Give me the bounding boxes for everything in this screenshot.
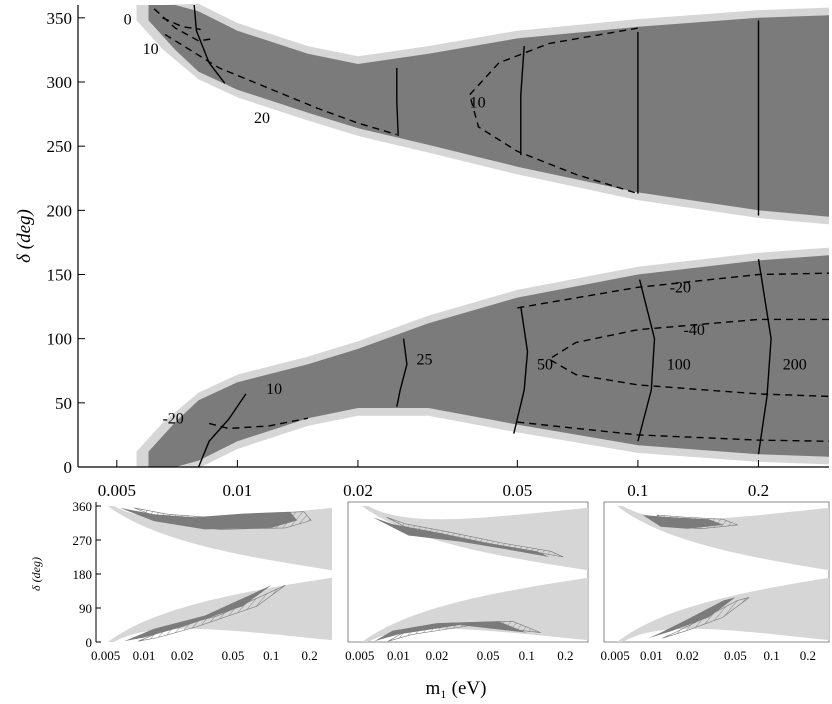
y-tick-label: 50 — [55, 394, 72, 413]
x-tick-label: 0.1 — [627, 481, 648, 500]
contour-label: 10 — [470, 95, 486, 112]
inset-panel-3: 0.005 0.01 0.02 0.05 0.1 0.2 — [600, 501, 830, 663]
contour-label: -20 — [670, 279, 691, 296]
contour-label: 50 — [537, 356, 553, 373]
contour-label: -40 — [684, 322, 705, 339]
inset-y-tick-label: 0 — [86, 635, 93, 650]
upper_band-dark-region — [148, 5, 829, 217]
inset-x-tick-label: 0.2 — [301, 648, 317, 663]
inset-dark-region — [372, 517, 550, 557]
inset-dark-region — [124, 585, 272, 642]
inset-x-tick-label: 0.2 — [800, 648, 816, 663]
inset-frame — [603, 501, 830, 643]
x-tick-label: 0.05 — [502, 481, 532, 500]
inset-x-tick-label: 0.01 — [640, 648, 663, 663]
inset-dark-region — [374, 621, 527, 642]
contour-50-15 — [513, 306, 529, 434]
inset-x-tick-label: 0.2 — [557, 648, 573, 663]
main-plot: 0 10 20 10 -20 -20 -40 10 25 50 100 200 0 50 100 150 200… — [14, 3, 830, 500]
contour--20-9 — [208, 417, 309, 430]
contour-10-13 — [197, 393, 247, 468]
contour-label: 25 — [416, 351, 432, 368]
y-tick-label: 100 — [47, 330, 73, 349]
x-tick-label: 0.005 — [98, 481, 136, 500]
contour-10-3 — [468, 27, 639, 195]
inset-panels: 0.005 0.01 0.02 0.05 0.1 0.2 0 90 180 270 360 δ (de… — [29, 499, 830, 663]
inset-x-tick-label: 0.1 — [763, 648, 779, 663]
inset-x-tick-label: 0.005 — [345, 648, 374, 663]
contour-label: 0 — [124, 11, 132, 28]
x-tick-label: 0.2 — [748, 481, 769, 500]
inset-dark-region — [648, 597, 736, 639]
y-tick-label: 250 — [47, 137, 73, 156]
inset-y-tick-label: 180 — [73, 567, 93, 582]
inset-x-tick-label: 0.005 — [91, 648, 120, 663]
contour-unlabeled-6 — [520, 46, 525, 156]
lower_band-dark-region — [148, 255, 829, 467]
x-tick-label: 0.02 — [343, 481, 373, 500]
contour-200-17 — [757, 258, 772, 455]
x-axis-label: m₁ (eV) — [426, 678, 487, 699]
contour-20-2 — [164, 33, 397, 136]
inset-y-axis-label: δ (deg) — [29, 557, 43, 591]
contour-label: 200 — [783, 356, 807, 373]
contour--20-10 — [517, 272, 830, 309]
contour-25-14 — [396, 338, 408, 407]
contour-unlabeled-5 — [396, 67, 399, 136]
y-tick-label: 300 — [47, 73, 73, 92]
inset-x-tick-label: 0.02 — [676, 648, 699, 663]
inset-dark-region — [120, 507, 298, 530]
contour-label: 10 — [266, 381, 282, 398]
inset-x-tick-label: 0.005 — [600, 648, 629, 663]
contour-10-1 — [153, 8, 216, 42]
y-tick-label: 0 — [64, 458, 73, 477]
contour-label: -20 — [162, 410, 183, 427]
y-tick-label: 150 — [47, 266, 73, 285]
contour--20-12 — [517, 421, 830, 442]
inset-x-tick-label: 0.05 — [222, 648, 245, 663]
inset-x-tick-label: 0.1 — [263, 648, 279, 663]
inset-lower-light-region — [361, 577, 588, 642]
contour-label: 10 — [143, 41, 159, 58]
y-axis-label: δ (deg) — [14, 209, 35, 263]
x-tick-label: 0.01 — [223, 481, 253, 500]
inset-x-tick-label: 0.02 — [426, 648, 449, 663]
inset-y-tick-label: 90 — [79, 601, 92, 616]
inset-frame — [347, 501, 589, 643]
inset-panel-1: 0.005 0.01 0.02 0.05 0.1 0.2 0 90 180 270 360 δ (de… — [29, 499, 332, 663]
inset-x-tick-label: 0.01 — [387, 648, 410, 663]
contour-unlabeled-4 — [193, 4, 226, 84]
contour-100-16 — [637, 279, 656, 442]
inset-x-tick-label: 0.1 — [519, 648, 535, 663]
inset-x-tick-label: 0.05 — [477, 648, 500, 663]
contour-label: 20 — [254, 110, 270, 127]
inset-y-tick-label: 270 — [73, 533, 93, 548]
inset-x-tick-label: 0.02 — [171, 648, 194, 663]
inset-x-tick-label: 0.05 — [724, 648, 747, 663]
y-tick-label: 350 — [47, 9, 73, 28]
contour-label: 100 — [667, 356, 691, 373]
inset-x-tick-label: 0.01 — [133, 648, 156, 663]
inset-dark-region — [642, 515, 724, 529]
inset-y-tick-label: 360 — [73, 499, 93, 514]
contour--40-11 — [547, 318, 830, 398]
inset-panel-2: 0.005 0.01 0.02 0.05 0.1 0.2 — [345, 501, 589, 663]
y-tick-label: 200 — [47, 201, 73, 220]
